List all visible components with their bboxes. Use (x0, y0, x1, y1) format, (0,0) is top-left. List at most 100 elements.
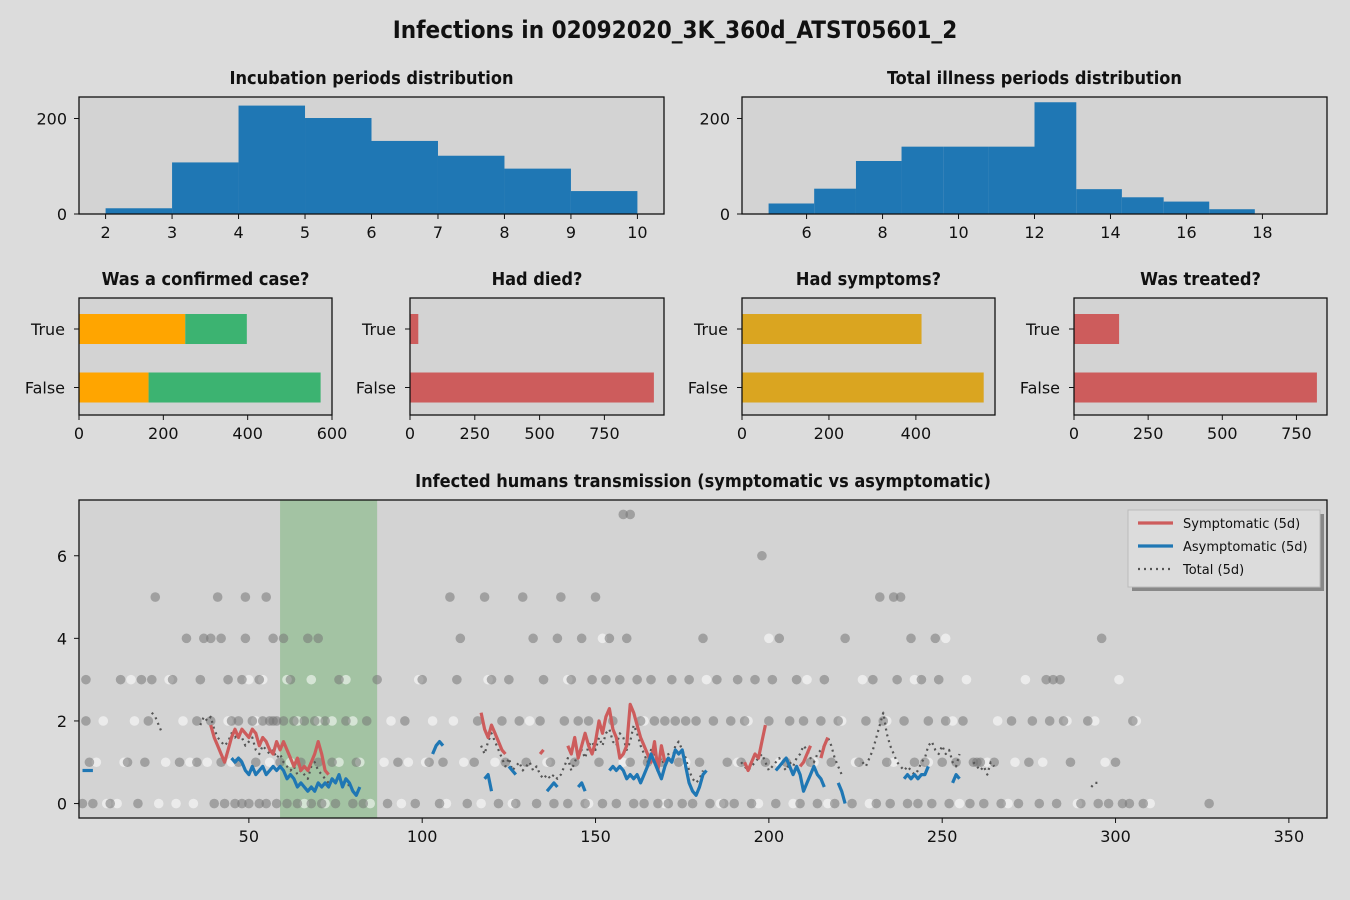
treated-xtick-label: 0 (1069, 424, 1079, 443)
scatter-point (511, 798, 521, 809)
died-category-label: False (356, 379, 396, 398)
scatter-point (566, 674, 577, 685)
figure-title: Infections in 02092020_3K_360d_ATST05601… (393, 16, 957, 44)
scatter-point (105, 798, 115, 809)
scatter-point (805, 757, 816, 768)
scatter-point (122, 757, 133, 768)
scatter-point-nonsymptomatic (1003, 798, 1013, 809)
scatter-point (493, 798, 504, 809)
scatter-point-nonsymptomatic (202, 757, 213, 768)
scatter-point-nonsymptomatic (427, 716, 438, 726)
scatter-point (417, 674, 428, 685)
scatter-point (774, 633, 785, 644)
treated-bar (1074, 372, 1317, 403)
transmission-title: Infected humans transmission (symptomati… (415, 471, 991, 492)
scatter-point (147, 674, 157, 685)
scatter-point-nonsymptomatic (954, 798, 965, 809)
incubation-xtick-label: 3 (167, 223, 177, 242)
scatter-point (230, 798, 240, 809)
scatter-point (299, 716, 310, 726)
scatter-point-nonsymptomatic (264, 757, 275, 768)
died-bar (410, 372, 654, 403)
scatter-point (327, 757, 337, 768)
scatter-point (313, 633, 324, 644)
scatter-point-nonsymptomatic (126, 674, 136, 685)
scatter-point-nonsymptomatic (788, 798, 798, 809)
scatter-point (462, 798, 473, 809)
incubation-ytick-label: 200 (36, 109, 67, 128)
total-line (861, 711, 961, 776)
scatter-point-nonsymptomatic (448, 716, 459, 726)
incubation-xtick-label: 6 (366, 223, 376, 242)
illness-bar (988, 146, 1035, 214)
scatter-point (486, 674, 497, 685)
scatter-point (289, 716, 299, 726)
confirmed-xtick-label: 400 (232, 424, 263, 443)
scatter-point (694, 757, 705, 768)
died-frame (409, 297, 665, 416)
scatter-point (965, 798, 975, 809)
treated-title: Was treated? (1140, 269, 1261, 290)
confirmed-bar (79, 372, 149, 403)
confirmed-xtick-label: 600 (317, 424, 348, 443)
scatter-point (729, 798, 739, 809)
scatter-point-nonsymptomatic (1010, 757, 1020, 768)
scatter-point (739, 716, 750, 726)
scatter-point (497, 716, 507, 726)
scatter-point (330, 798, 341, 809)
symptoms-bar-chart: Had symptoms? True False 0 200 400 (688, 269, 996, 443)
scatter-point (933, 674, 944, 685)
died-xtick-label: 750 (589, 424, 620, 443)
incubation-xtick-label: 10 (627, 223, 647, 242)
legend-label: Total (5d) (1182, 563, 1244, 578)
scatter-point (611, 798, 622, 809)
scatter-point (732, 674, 743, 685)
incubation-xtick-label: 2 (100, 223, 110, 242)
scatter-point (902, 798, 913, 809)
scatter-point (452, 674, 462, 685)
scatter-point (940, 716, 951, 726)
scatter-point-nonsymptomatic (1089, 716, 1100, 726)
scatter-point (888, 592, 899, 602)
scatter-point-nonsymptomatic (888, 757, 899, 768)
scatter-point (181, 633, 192, 644)
scatter-point (840, 633, 850, 644)
illness-xtick-label: 18 (1252, 223, 1272, 242)
scatter-point-nonsymptomatic (459, 757, 469, 768)
confirmed-xtick-label: 200 (148, 424, 179, 443)
illness-bar (1076, 189, 1122, 214)
scatter-point-nonsymptomatic (188, 798, 199, 809)
scatter-point (1006, 716, 1017, 726)
scatter-point (261, 798, 272, 809)
scatter-point (552, 633, 563, 644)
treated-xtick-label: 500 (1207, 424, 1238, 443)
scatter-point (594, 757, 604, 768)
incubation-bar (105, 208, 173, 214)
scatter-point (923, 716, 934, 726)
total-line (1090, 781, 1099, 788)
scatter-point (341, 716, 351, 726)
incubation-xtick-label: 4 (233, 223, 243, 242)
scatter-point-nonsymptomatic (396, 798, 407, 809)
transmission-chart: Infected humans transmission (symptomati… (57, 471, 1328, 846)
incubation-bar (172, 162, 239, 214)
scatter-point (1110, 757, 1121, 768)
asymptomatic-line (483, 773, 494, 792)
illness-bar (768, 203, 815, 214)
scatter-point (705, 798, 715, 809)
treated-xtick-label: 250 (1133, 424, 1164, 443)
scatter-point (625, 757, 635, 768)
scatter-point-nonsymptomatic (327, 716, 337, 726)
scatter-point-nonsymptomatic (947, 716, 958, 726)
died-category-label: True (361, 320, 396, 339)
scatter-point (136, 674, 147, 685)
scatter-point (199, 633, 209, 644)
scatter-point (663, 798, 674, 809)
illness-bar (943, 146, 989, 214)
scatter-point (625, 509, 635, 520)
scatter-point (597, 798, 608, 809)
scatter-point (1096, 633, 1107, 644)
scatter-point (819, 674, 830, 685)
scatter-point (372, 674, 382, 685)
scatter-point (334, 674, 344, 685)
